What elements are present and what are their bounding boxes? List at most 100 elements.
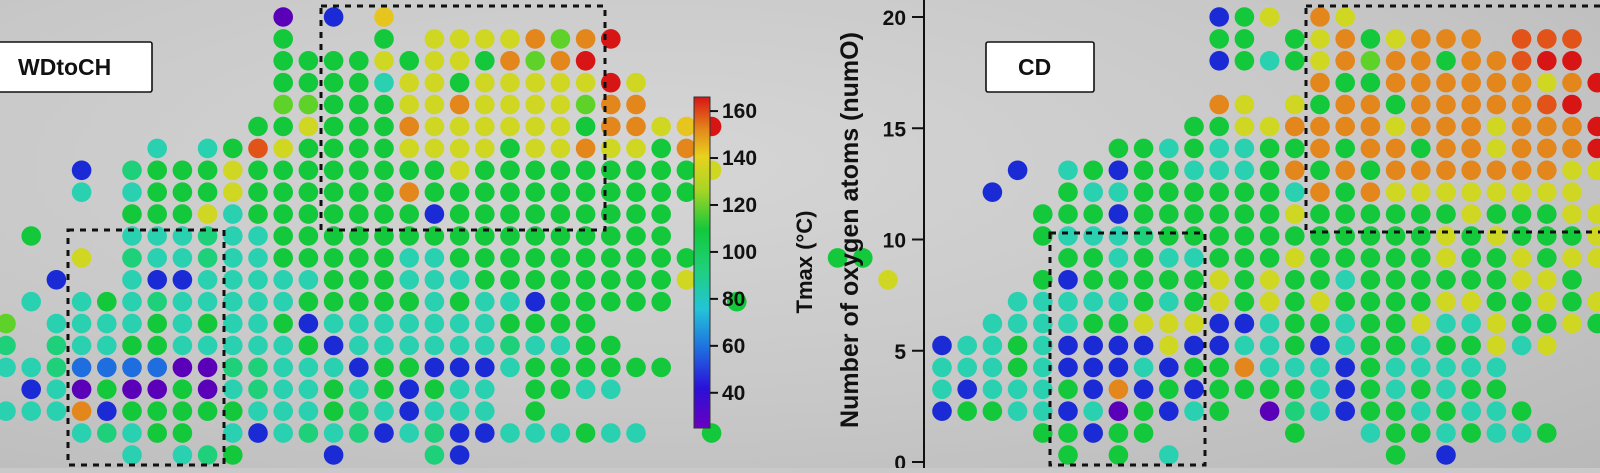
data-point	[550, 357, 571, 378]
data-point	[1285, 423, 1305, 443]
data-point	[374, 335, 394, 356]
colorbar: 40 60 80 100 120 140 160 Tmax (°C)	[693, 96, 817, 429]
data-point	[651, 357, 671, 378]
data-point	[1436, 51, 1456, 71]
data-point	[1461, 204, 1481, 224]
data-point	[1486, 248, 1507, 268]
data-point	[449, 423, 470, 443]
data-point	[1184, 291, 1204, 312]
data-point	[197, 445, 218, 465]
data-point	[197, 313, 218, 334]
data-point	[298, 138, 319, 159]
data-point	[1285, 379, 1305, 400]
data-point	[1461, 270, 1481, 290]
data-point	[248, 335, 268, 356]
data-point	[1285, 29, 1305, 49]
data-point	[1385, 116, 1406, 137]
data-point	[601, 357, 621, 378]
data-point	[525, 182, 545, 202]
data-point	[626, 226, 646, 246]
data-point	[1360, 138, 1381, 159]
data-point	[298, 116, 319, 137]
data-point	[1285, 182, 1305, 202]
data-point	[1108, 401, 1129, 422]
data-point	[21, 226, 41, 246]
data-point	[1461, 116, 1481, 137]
data-point	[273, 160, 294, 181]
data-point	[575, 138, 596, 159]
data-point	[122, 313, 142, 334]
data-point	[575, 270, 596, 290]
data-point	[1310, 72, 1330, 93]
data-point	[424, 401, 445, 422]
right-y-axis-ticks: 0 5 10 15 20	[883, 7, 924, 473]
data-point	[1108, 270, 1129, 290]
data-point	[1587, 116, 1600, 137]
data-point	[424, 72, 445, 93]
data-point	[1360, 401, 1381, 422]
data-point	[1259, 51, 1280, 71]
data-point	[1385, 29, 1406, 49]
data-point	[1058, 313, 1078, 334]
data-point	[374, 357, 394, 378]
data-point	[1511, 401, 1532, 422]
data-point	[223, 423, 243, 443]
y-tick-label: 0	[894, 452, 906, 468]
data-point	[122, 160, 142, 181]
data-point	[1058, 423, 1078, 443]
data-point	[1184, 270, 1204, 290]
data-point	[525, 401, 545, 422]
data-point	[1285, 248, 1305, 268]
data-point	[1486, 357, 1507, 378]
data-point	[475, 29, 495, 49]
data-point	[197, 204, 218, 224]
data-point	[323, 357, 344, 378]
data-point	[449, 182, 470, 202]
data-point	[1335, 160, 1355, 181]
data-point	[1209, 248, 1229, 268]
data-point	[1562, 72, 1582, 93]
data-point	[1083, 379, 1103, 400]
data-point	[1360, 248, 1381, 268]
data-point	[475, 379, 495, 400]
data-point	[449, 379, 470, 400]
right-panel-label-box	[985, 41, 1095, 93]
data-point	[424, 291, 445, 312]
data-point	[1335, 357, 1355, 378]
data-point	[1184, 226, 1204, 246]
data-point	[575, 204, 596, 224]
data-point	[676, 116, 697, 137]
data-point	[525, 335, 545, 356]
data-point	[957, 401, 977, 422]
data-point	[46, 270, 67, 290]
data-point	[424, 116, 445, 137]
data-point	[1259, 379, 1280, 400]
data-point	[957, 379, 977, 400]
data-point	[273, 379, 294, 400]
y-tick-label: 20	[883, 7, 906, 30]
data-point	[273, 138, 294, 159]
data-point	[651, 204, 671, 224]
data-point	[298, 313, 319, 334]
data-point	[1234, 270, 1255, 290]
right-panel-label: CD	[985, 41, 1095, 93]
data-point	[298, 291, 319, 312]
data-point	[932, 335, 952, 356]
data-point	[1108, 138, 1129, 159]
data-point	[550, 29, 571, 49]
right-lower-region	[1048, 231, 1207, 467]
data-point	[97, 357, 117, 378]
data-point	[323, 248, 344, 268]
data-point	[273, 313, 294, 334]
data-point	[1083, 160, 1103, 181]
data-point	[575, 116, 596, 137]
data-point	[1285, 204, 1305, 224]
data-point	[500, 357, 520, 378]
data-point	[1537, 116, 1557, 137]
data-point	[1108, 313, 1129, 334]
data-point	[248, 357, 268, 378]
data-point	[1587, 313, 1600, 334]
data-point	[1511, 270, 1532, 290]
data-point	[1461, 291, 1481, 312]
